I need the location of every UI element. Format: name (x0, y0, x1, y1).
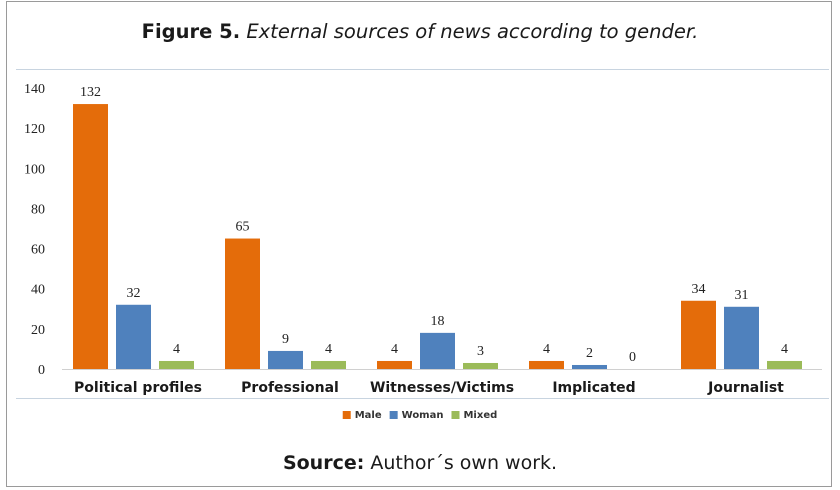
legend-label: Mixed (463, 410, 497, 421)
y-tick-label: 100 (24, 162, 45, 177)
y-tick-label: 140 (24, 82, 45, 97)
data-label: 4 (543, 342, 550, 357)
bar-mixed (767, 360, 802, 369)
bar-woman (572, 364, 607, 369)
bar-mixed (159, 360, 194, 369)
bar-male (529, 360, 564, 369)
data-label: 132 (80, 85, 101, 100)
bar-woman (420, 332, 455, 369)
bar-woman (268, 350, 303, 369)
bar-male (73, 104, 108, 370)
bar-mixed (463, 362, 498, 369)
bar-mixed (311, 360, 346, 369)
legend-swatch-male (342, 411, 351, 419)
bar-male (377, 360, 412, 369)
data-label: 4 (391, 342, 398, 357)
data-label: 4 (781, 342, 788, 357)
y-tick-label: 120 (24, 122, 45, 137)
data-label: 4 (173, 342, 180, 357)
y-tick-label: 0 (38, 363, 45, 378)
data-label: 2 (586, 346, 593, 361)
figure-title: Figure 5. External sources of news accor… (0, 20, 840, 43)
source-label: Source: (282, 452, 365, 474)
data-label: 4 (325, 342, 332, 357)
data-label: 3 (477, 344, 484, 359)
figure-frame (6, 1, 832, 487)
plot-area-border (16, 69, 829, 399)
source-text: Author´s own work. (370, 452, 558, 474)
figure-title-lead: Figure 5. (141, 20, 241, 43)
bar-woman (724, 306, 759, 369)
legend-swatch-woman (389, 411, 398, 419)
data-label: 32 (127, 286, 141, 301)
category-label: Implicated (552, 380, 635, 396)
legend-label: Woman (402, 410, 444, 421)
data-label: 65 (236, 220, 250, 235)
y-tick-label: 80 (31, 202, 45, 217)
legend-label: Male (355, 410, 382, 421)
legend-swatch-mixed (451, 411, 460, 419)
figure-title-text: External sources of news according to ge… (246, 20, 699, 43)
bar-male (225, 238, 260, 369)
data-label: 0 (629, 350, 636, 365)
data-label: 9 (282, 332, 289, 347)
y-tick-label: 40 (31, 283, 45, 298)
category-label: Witnesses/Victims (370, 380, 514, 396)
data-label: 34 (692, 282, 706, 297)
y-tick-label: 60 (31, 243, 45, 258)
data-label: 31 (735, 288, 749, 303)
category-label: Professional (241, 380, 339, 396)
figure-source: Source: Author´s own work. (0, 452, 840, 474)
y-tick-label: 20 (31, 323, 45, 338)
category-label: Journalist (707, 380, 784, 396)
data-label: 18 (431, 314, 445, 329)
bar-male (681, 300, 716, 369)
bar-woman (116, 304, 151, 369)
category-label: Political profiles (74, 380, 202, 396)
